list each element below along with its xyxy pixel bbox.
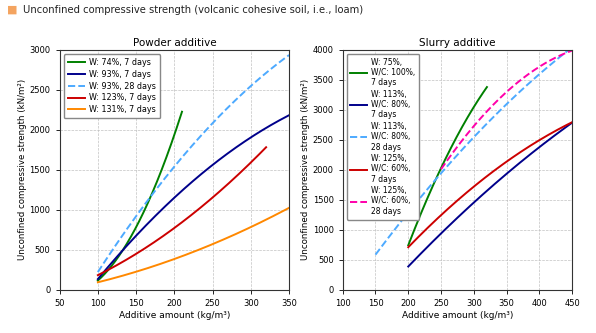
Y-axis label: Unconfined compressive strength (kN/m²): Unconfined compressive strength (kN/m²) bbox=[301, 79, 310, 260]
Legend: W: 74%, 7 days, W: 93%, 7 days, W: 93%, 28 days, W: 123%, 7 days, W: 131%, 7 day: W: 74%, 7 days, W: 93%, 7 days, W: 93%, … bbox=[64, 54, 160, 118]
Title: Slurry additive: Slurry additive bbox=[419, 38, 496, 48]
X-axis label: Additive amount (kg/m³): Additive amount (kg/m³) bbox=[119, 310, 230, 320]
Y-axis label: Unconfined compressive strength (kN/m²): Unconfined compressive strength (kN/m²) bbox=[18, 79, 27, 260]
Text: Unconfined compressive strength (volcanic cohesive soil, i.e., loam): Unconfined compressive strength (volcani… bbox=[23, 5, 363, 15]
Text: ■: ■ bbox=[7, 5, 18, 15]
Title: Powder additive: Powder additive bbox=[132, 38, 216, 48]
Legend: W: 75%,
W/C: 100%,
7 days, W: 113%,
W/C: 80%,
7 days, W: 113%,
W/C: 80%,
28 days: W: 75%, W/C: 100%, 7 days, W: 113%, W/C:… bbox=[346, 54, 419, 219]
X-axis label: Additive amount (kg/m³): Additive amount (kg/m³) bbox=[402, 310, 513, 320]
